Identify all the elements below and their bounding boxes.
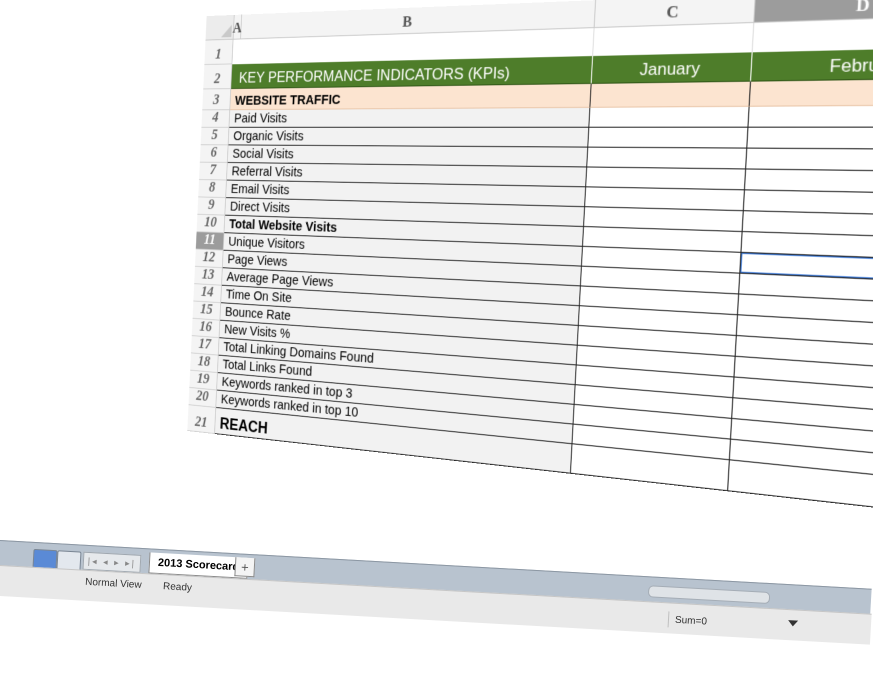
cell-b4[interactable]: Paid Visits: [229, 108, 590, 128]
row-header-21[interactable]: 21: [187, 405, 216, 434]
horizontal-scrollbar[interactable]: [648, 585, 770, 604]
cell-c1[interactable]: [593, 23, 754, 56]
table-row: Paid Visits: [229, 105, 873, 127]
select-all-corner[interactable]: [206, 15, 235, 41]
view-mode-label: Normal View: [85, 577, 142, 591]
add-sheet-button[interactable]: +: [234, 557, 255, 577]
row-header-1[interactable]: 1: [204, 40, 233, 65]
cell-c2[interactable]: January: [592, 52, 753, 84]
chevron-down-icon[interactable]: [788, 620, 798, 627]
corner-triangle-icon: [221, 25, 232, 38]
cell-c4[interactable]: [589, 107, 749, 128]
cell-c6[interactable]: [587, 148, 747, 170]
cell-d5[interactable]: [747, 128, 873, 150]
cell-d3[interactable]: [750, 79, 873, 107]
cell-b3[interactable]: WEBSITE TRAFFIC: [230, 84, 591, 110]
cell-b5[interactable]: Organic Visits: [228, 128, 589, 148]
cell-c5[interactable]: [588, 128, 748, 149]
cell-c3[interactable]: [590, 82, 751, 108]
cell-d2[interactable]: Februa: [751, 47, 873, 81]
status-ready-label: Ready: [163, 581, 192, 594]
row-header-2[interactable]: 2: [203, 64, 232, 89]
row-header-3[interactable]: 3: [202, 89, 231, 110]
cell-d4[interactable]: [748, 105, 873, 127]
